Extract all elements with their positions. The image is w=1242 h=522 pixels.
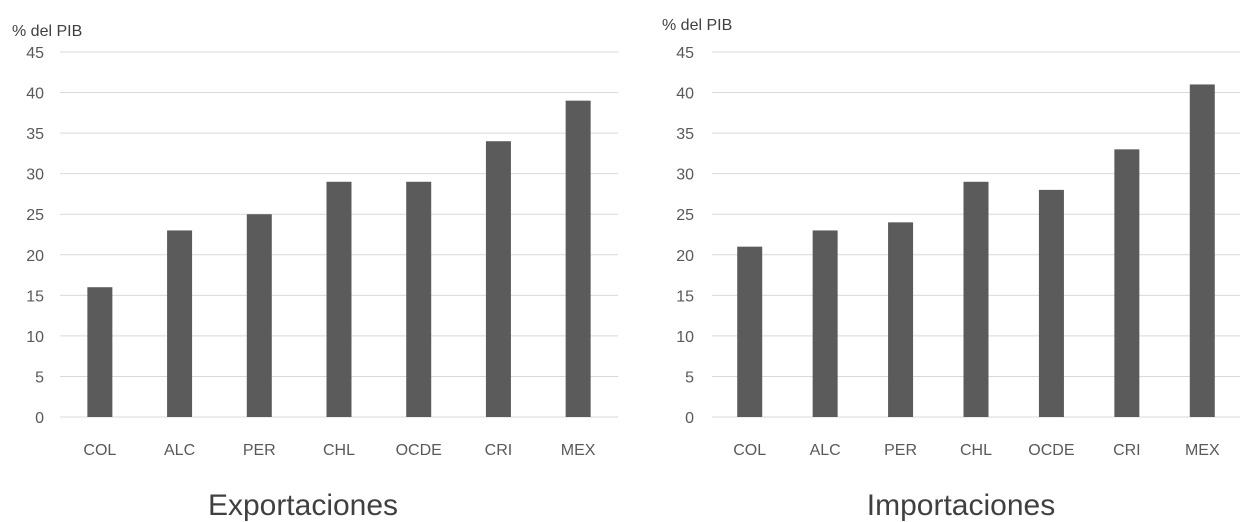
x-tick-label: CHL <box>323 442 355 459</box>
bar-col <box>87 287 113 417</box>
bar-alc <box>167 230 193 417</box>
bar-per <box>888 222 914 417</box>
x-tick-label: ALC <box>810 442 841 459</box>
y-tick-label: 30 <box>676 167 694 184</box>
y-tick-label: 20 <box>676 248 694 265</box>
exportaciones-chart: % del PIB 0 5 10 15 20 25 30 35 40 45 COL ALC PER CHL O… <box>12 23 618 522</box>
bar-cri <box>1114 149 1140 418</box>
y-tick-label: 25 <box>26 207 44 224</box>
bar-ocde <box>406 181 432 417</box>
y-axis-unit-label: % del PIB <box>12 23 82 40</box>
y-tick-label: 15 <box>26 288 44 305</box>
bar-col <box>737 246 763 417</box>
chart-title: Importaciones <box>867 489 1055 522</box>
y-axis-unit-label: % del PIB <box>662 17 732 34</box>
x-tick-label: PER <box>243 442 276 459</box>
chart-title: Exportaciones <box>208 489 398 522</box>
y-tick-label: 35 <box>26 126 44 143</box>
y-tick-label: 0 <box>685 410 694 427</box>
x-tick-label: COL <box>83 442 116 459</box>
y-tick-label: 35 <box>676 126 694 143</box>
x-tick-label: CRI <box>1113 442 1141 459</box>
x-tick-label: OCDE <box>1028 442 1074 459</box>
x-tick-label: PER <box>884 442 917 459</box>
y-tick-label: 0 <box>35 410 44 427</box>
y-tick-label: 5 <box>685 369 694 386</box>
x-tick-label: MEX <box>561 442 596 459</box>
bar-per <box>246 214 272 417</box>
x-tick-label: MEX <box>1185 442 1220 459</box>
y-tick-label: 40 <box>676 86 694 103</box>
x-tick-label: COL <box>733 442 766 459</box>
bar-ocde <box>1038 189 1064 417</box>
bar-mex <box>1189 84 1215 417</box>
y-tick-label: 30 <box>26 167 44 184</box>
y-tick-label: 45 <box>676 45 694 62</box>
y-tick-label: 45 <box>26 45 44 62</box>
x-tick-label: OCDE <box>396 442 442 459</box>
y-tick-label: 40 <box>26 86 44 103</box>
bar-alc <box>812 230 838 417</box>
importaciones-chart: % del PIB 0 5 10 15 20 25 30 35 40 45 COL ALC PER CHL O… <box>662 17 1240 522</box>
y-tick-label: 20 <box>26 248 44 265</box>
y-tick-label: 25 <box>676 207 694 224</box>
x-tick-label: CRI <box>485 442 513 459</box>
bar-cri <box>485 141 511 417</box>
x-tick-label: CHL <box>960 442 992 459</box>
y-tick-label: 10 <box>676 329 694 346</box>
bar-chl <box>326 181 352 417</box>
y-tick-label: 15 <box>676 288 694 305</box>
y-tick-label: 5 <box>35 369 44 386</box>
bar-chl <box>963 181 989 417</box>
bar-mex <box>565 100 591 418</box>
x-tick-label: ALC <box>164 442 195 459</box>
y-tick-label: 10 <box>26 329 44 346</box>
